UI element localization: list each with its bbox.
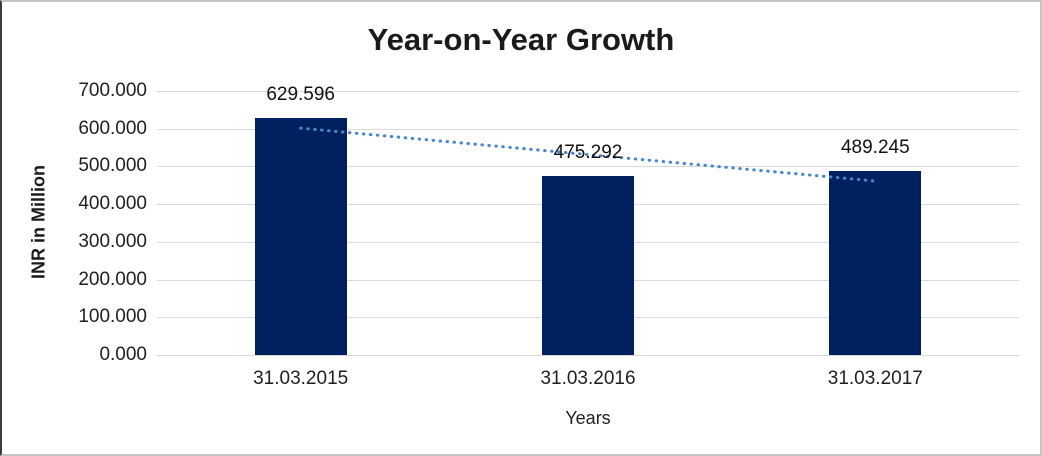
bar-value-label: 489.245 — [840, 136, 910, 158]
y-axis-title: INR in Million — [28, 165, 49, 279]
gridline — [157, 91, 1019, 92]
gridline — [157, 166, 1019, 168]
y-tick-label: 700.000 — [78, 80, 147, 101]
bar — [542, 175, 634, 355]
trendline-segment — [299, 126, 877, 183]
bar — [829, 170, 922, 355]
x-tick-label: 31.03.2017 — [827, 368, 923, 389]
y-tick-label: 200.000 — [78, 268, 147, 290]
trendline — [299, 126, 877, 183]
y-tick-label: 100.000 — [78, 306, 147, 328]
y-tick-label: 500.000 — [78, 155, 147, 177]
bar — [254, 117, 347, 355]
x-tick-label: 31.03.2015 — [253, 368, 349, 389]
chart-title: Year-on-Year Growth — [367, 22, 675, 57]
bar-value-label: 629.596 — [266, 83, 335, 105]
y-tick-label: 0.000 — [99, 344, 147, 365]
x-tick-label: 31.03.2016 — [540, 368, 636, 389]
y-tick-label: 300.000 — [78, 230, 147, 252]
plot-area: 629.596 475.292 489.245 — [157, 84, 1019, 356]
gridline — [157, 355, 1019, 356]
y-tick-label: 400.000 — [78, 193, 147, 215]
gridline — [157, 128, 1019, 130]
y-tick-label: 600.000 — [78, 117, 147, 139]
bar-value-label: 475.292 — [553, 141, 623, 163]
x-axis-title: Years — [565, 408, 611, 428]
